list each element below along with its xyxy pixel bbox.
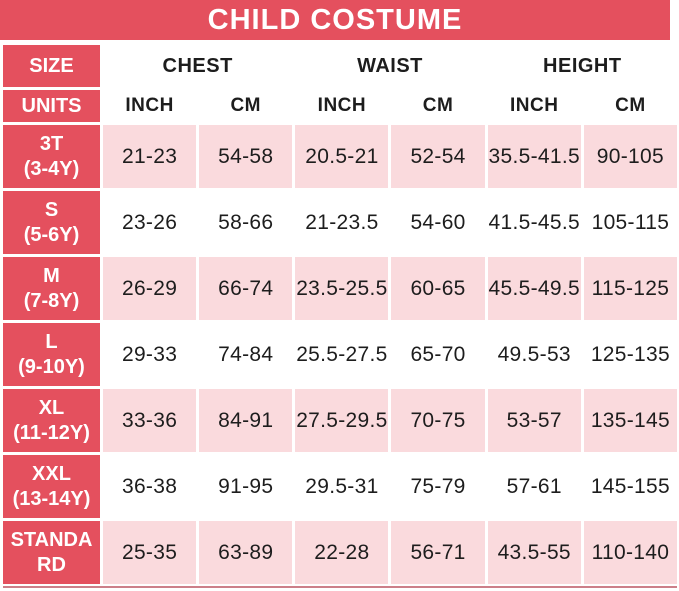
size-label: S	[44, 198, 59, 221]
table-cell: 145-155	[583, 455, 677, 518]
table-cell: 90-105	[583, 125, 677, 188]
table-cell: 70-75	[391, 389, 485, 452]
table-cell: 45.5-49.5	[487, 257, 581, 320]
row-header-m: M (7-8Y)	[3, 257, 100, 320]
size-column-header: SIZE	[3, 45, 100, 87]
size-label: 3T	[39, 132, 64, 155]
table-cell: 125-135	[583, 323, 677, 386]
table-cell: 41.5-45.5	[487, 191, 581, 254]
table-cell: 84-91	[199, 389, 293, 452]
table-cell: 135-145	[583, 389, 677, 452]
table-cell: 25.5-27.5	[295, 323, 389, 386]
group-header-chest: CHEST	[103, 45, 293, 87]
table-cell: 65-70	[391, 323, 485, 386]
table-cell: 49.5-53	[487, 323, 581, 386]
table-cell: 115-125	[583, 257, 677, 320]
table-cell: 33-36	[103, 389, 197, 452]
table-cell: 91-95	[199, 455, 293, 518]
table-cell: 22-28	[295, 521, 389, 584]
table-cell: 53-57	[487, 389, 581, 452]
age-label: (13-14Y)	[12, 487, 91, 510]
table-cell: 110-140	[583, 521, 677, 584]
age-label: (9-10Y)	[18, 355, 85, 378]
size-label: L	[45, 330, 58, 353]
table-cell: 21-23	[103, 125, 197, 188]
table-cell: 35.5-41.5	[487, 125, 581, 188]
size-table: SIZE CHEST WAIST HEIGHT UNITS INCH CM IN…	[3, 45, 677, 584]
row-header-xxl: XXL (13-14Y)	[3, 455, 100, 518]
group-header-height: HEIGHT	[487, 45, 677, 87]
table-cell: 58-66	[199, 191, 293, 254]
unit-header-chest-cm: CM	[199, 90, 293, 122]
table-cell: 60-65	[391, 257, 485, 320]
chart-title: CHILD COSTUME	[0, 0, 670, 40]
table-cell: 43.5-55	[487, 521, 581, 584]
unit-header-height-cm: CM	[583, 90, 677, 122]
table-cell: 23.5-25.5	[295, 257, 389, 320]
table-cell: 29-33	[103, 323, 197, 386]
row-header-standard: STANDA RD	[3, 521, 100, 584]
table-cell: 23-26	[103, 191, 197, 254]
age-label: (3-4Y)	[23, 157, 80, 180]
table-bottom-edge	[3, 586, 677, 588]
unit-header-height-inch: INCH	[487, 90, 581, 122]
unit-header-chest-inch: INCH	[103, 90, 197, 122]
row-header-s: S (5-6Y)	[3, 191, 100, 254]
row-header-3t: 3T (3-4Y)	[3, 125, 100, 188]
table-cell: 105-115	[583, 191, 677, 254]
age-label: (7-8Y)	[23, 289, 80, 312]
unit-header-waist-inch: INCH	[295, 90, 389, 122]
table-cell: 75-79	[391, 455, 485, 518]
table-cell: 66-74	[199, 257, 293, 320]
group-header-waist: WAIST	[295, 45, 485, 87]
table-cell: 20.5-21	[295, 125, 389, 188]
table-cell: 74-84	[199, 323, 293, 386]
table-cell: 52-54	[391, 125, 485, 188]
age-label: (5-6Y)	[23, 223, 80, 246]
units-row-header: UNITS	[3, 90, 100, 122]
table-cell: 63-89	[199, 521, 293, 584]
row-header-xl: XL (11-12Y)	[3, 389, 100, 452]
table-cell: 57-61	[487, 455, 581, 518]
table-cell: 25-35	[103, 521, 197, 584]
table-cell: 26-29	[103, 257, 197, 320]
row-header-l: L (9-10Y)	[3, 323, 100, 386]
size-label: M	[43, 264, 60, 287]
table-cell: 27.5-29.5	[295, 389, 389, 452]
table-cell: 21-23.5	[295, 191, 389, 254]
size-label: STANDA	[10, 528, 93, 551]
table-cell: 56-71	[391, 521, 485, 584]
table-cell: 36-38	[103, 455, 197, 518]
unit-header-waist-cm: CM	[391, 90, 485, 122]
age-label: (11-12Y)	[13, 421, 90, 444]
table-cell: 29.5-31	[295, 455, 389, 518]
table-cell: 54-58	[199, 125, 293, 188]
table-cell: 54-60	[391, 191, 485, 254]
size-label: XL	[38, 396, 65, 419]
size-label: XXL	[32, 462, 71, 485]
size-label-wrap: RD	[37, 553, 66, 576]
